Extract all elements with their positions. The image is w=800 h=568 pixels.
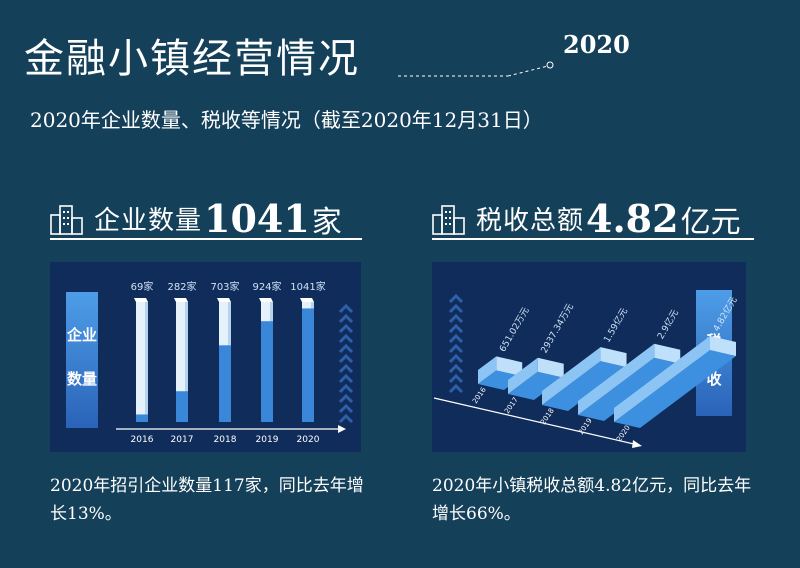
year-label: 2020: [563, 30, 630, 59]
tick-label: 2020: [297, 435, 320, 445]
bar: [614, 350, 736, 428]
bar-top: [542, 347, 601, 405]
bar-top: [300, 298, 314, 302]
building-icon: [50, 204, 83, 235]
bar-shade: [145, 302, 148, 422]
right-header-underline: [432, 238, 754, 240]
bar-top: [614, 336, 710, 422]
tax-chart-panel: 税收 651.02万元20162937.34万元20171.59亿元20182.…: [432, 262, 746, 452]
value-label: 282家: [167, 280, 196, 293]
bar: [136, 414, 148, 422]
tick-label: 2018: [539, 407, 556, 426]
tick-label: 2020: [615, 424, 632, 443]
bar-shade: [185, 302, 188, 422]
tax-total-unit: 亿元: [680, 204, 741, 240]
bar-cap: [537, 357, 564, 378]
value-label: 2937.34万元: [540, 302, 576, 355]
tick-label: 2017: [503, 396, 520, 415]
bar-cap: [710, 336, 736, 356]
value-label: 651.02万元: [498, 306, 531, 354]
bar-cap: [600, 347, 627, 368]
bar-cap: [496, 356, 523, 377]
bar: [219, 345, 231, 422]
bar-top: [578, 343, 655, 415]
tax-bar-chart: 税收 651.02万元20162937.34万元20171.59亿元20182.…: [433, 290, 740, 448]
side-label-text: 数量: [67, 370, 97, 388]
bar-top: [478, 356, 497, 384]
bar: [478, 370, 523, 390]
value-label: 2.9亿元: [654, 307, 681, 341]
enterprise-count-header: 企业数量 1041 家: [50, 196, 342, 241]
tick-label: 2017: [171, 435, 194, 445]
tick-label: 2016: [131, 435, 154, 445]
value-label: 1041家: [290, 280, 325, 293]
page-title: 金融小镇经营情况: [24, 36, 360, 82]
x-axis-line: [433, 397, 639, 446]
bar: [176, 391, 188, 422]
page-subtitle: 2020年企业数量、税收等情况（截至2020年12月31日）: [30, 108, 543, 132]
bar-top: [508, 357, 538, 394]
enterprise-chart-panel: 企业数量 69家 2016 282家 2017 703家 2018 924家 2019 1041…: [50, 262, 361, 452]
bar-top: [174, 298, 188, 302]
enterprise-count-unit: 家: [311, 204, 342, 240]
chevron-up-icon: [338, 303, 354, 424]
bar-cap: [654, 343, 681, 364]
tax-total-label: 税收总额: [476, 206, 585, 236]
title-decoration: [398, 61, 554, 77]
value-label: 924家: [252, 280, 281, 293]
bar-top: [259, 298, 273, 302]
enterprise-count-value: 1041: [204, 196, 310, 241]
bar: [542, 361, 627, 411]
bar: [261, 321, 273, 422]
left-header-underline: [50, 238, 362, 240]
chevron-up-icon: [448, 293, 464, 394]
enterprise-count-label: 企业数量: [94, 206, 203, 236]
bar-top: [217, 298, 231, 302]
arrow-right-icon: [632, 440, 642, 448]
tick-label: 2016: [471, 386, 488, 406]
chart-side-label: 企业数量: [66, 326, 97, 388]
bar: [302, 308, 314, 422]
enterprise-bar-chart: 企业数量 69家 2016 282家 2017 703家 2018 924家 2019 1041…: [66, 280, 354, 445]
bar: [578, 357, 681, 421]
tick-label: 2018: [214, 435, 237, 445]
enterprise-description: 2020年招引企业数量117家，同比去年增长13%。: [50, 476, 364, 524]
bar-top: [134, 298, 148, 302]
value-label: 69家: [131, 280, 154, 293]
building-icon: [432, 204, 465, 235]
tick-label: 2019: [577, 417, 594, 436]
tax-total-value: 4.82: [586, 196, 679, 241]
arrow-right-icon: [338, 425, 346, 433]
value-label: 1.59亿元: [601, 306, 630, 345]
tick-label: 2019: [256, 435, 279, 445]
tax-total-header: 税收总额 4.82 亿元: [432, 196, 741, 241]
bar: [508, 371, 564, 400]
chart-side-label-box: [66, 292, 98, 428]
side-label-text: 企业: [66, 326, 97, 344]
tax-description: 2020年小镇税收总额4.82亿元，同比去年增长66%。: [432, 476, 752, 524]
value-label: 703家: [210, 280, 239, 293]
